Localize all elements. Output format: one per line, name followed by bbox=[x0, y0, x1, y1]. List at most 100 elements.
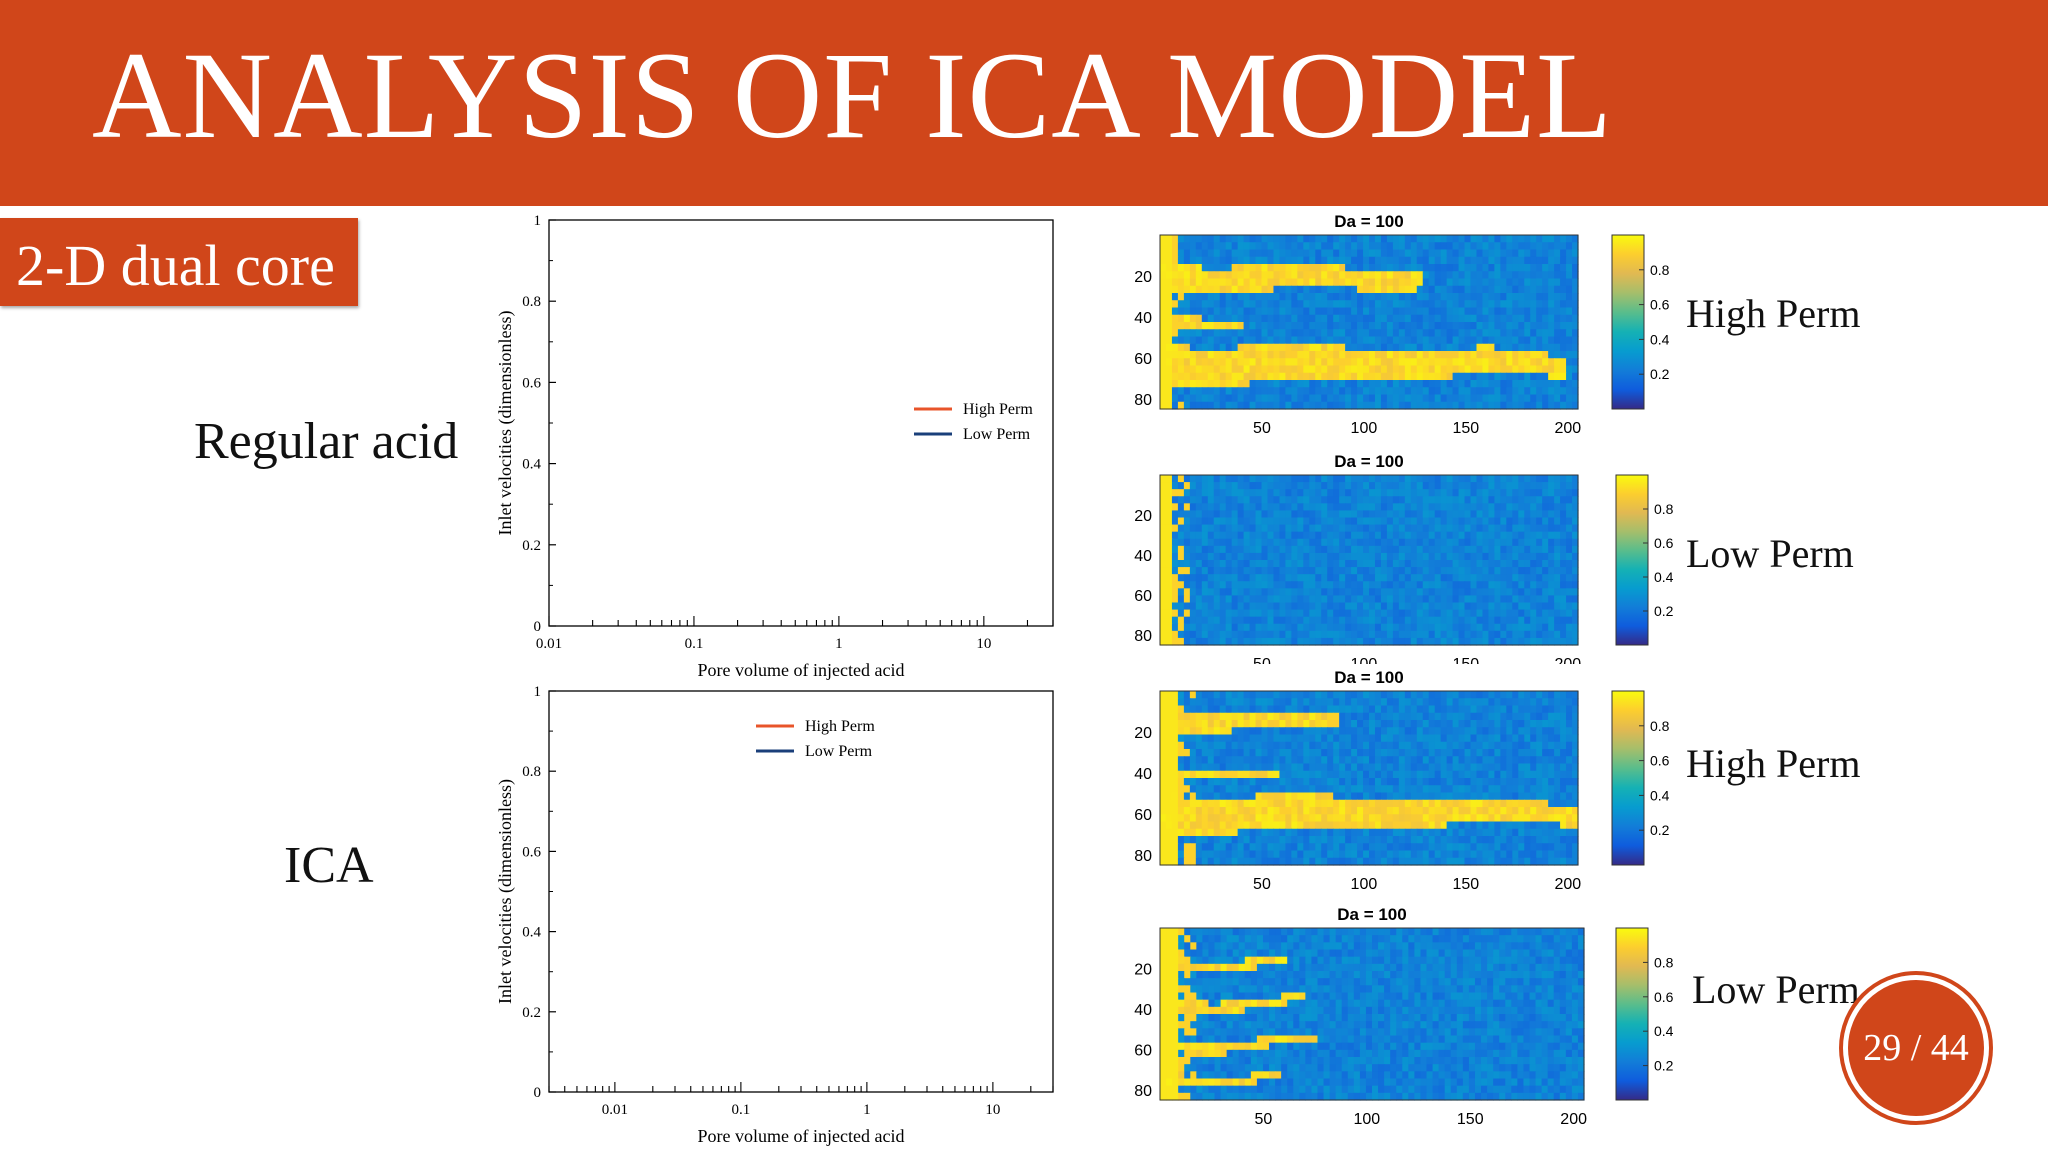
y-tick-label: 0.8 bbox=[522, 294, 541, 310]
line-chart-ica: 0 0.2 0.4 0.6 0.8 1 0.01 0.1 1 10 Pore volume of i… bbox=[495, 684, 1054, 1146]
perm-label-1: High Perm bbox=[1686, 291, 1861, 336]
y-tick-label: 0.6 bbox=[522, 844, 541, 860]
x-tick-label: 1 bbox=[835, 636, 843, 652]
y-tick-label: 1 bbox=[534, 213, 542, 229]
colorbar-tick-label: 0.4 bbox=[1654, 1023, 1674, 1039]
colorbar-tick-label: 0.4 bbox=[1654, 569, 1674, 585]
colorbar-tick-label: 0.8 bbox=[1650, 718, 1670, 734]
legend-label-0: High Perm bbox=[963, 401, 1033, 418]
subtitle-text: 2-D dual core bbox=[16, 233, 335, 298]
heatmap-y-tick: 60 bbox=[1134, 351, 1152, 368]
y-tick-label: 0.4 bbox=[522, 457, 541, 473]
heatmap-title: Da = 100 bbox=[1337, 905, 1406, 924]
heatmap-x-tick: 200 bbox=[1554, 876, 1581, 893]
heatmap-x-tick: 50 bbox=[1255, 1111, 1273, 1128]
heatmap-title: Da = 100 bbox=[1334, 452, 1403, 471]
heatmap-x-tick: 200 bbox=[1554, 420, 1581, 437]
heatmap-y-tick: 80 bbox=[1134, 1083, 1152, 1100]
page-number-badge: 29 / 44 bbox=[1848, 980, 1984, 1116]
colorbar bbox=[1615, 927, 1649, 1101]
heatmap-x-tick: 100 bbox=[1353, 1111, 1380, 1128]
perm-label-3: High Perm bbox=[1686, 741, 1861, 786]
y-tick-label: 0.2 bbox=[522, 538, 541, 554]
x-tick-label: 10 bbox=[985, 1102, 1000, 1118]
heatmap-x-tick: 50 bbox=[1253, 420, 1271, 437]
x-tick-label: 1 bbox=[863, 1102, 871, 1118]
colorbar-tick-label: 0.6 bbox=[1654, 535, 1674, 551]
heatmap-y-tick: 40 bbox=[1134, 766, 1152, 783]
colorbar-tick-label: 0.8 bbox=[1654, 954, 1674, 970]
colorbar-tick-label: 0.4 bbox=[1650, 331, 1670, 347]
heatmap-ica-low-perm: Da = 100 20 40 60 80 50 100 150 200 0.2 0.4 0.6 0.8 bbox=[1134, 905, 1674, 1128]
colorbar-tick-label: 0.2 bbox=[1650, 366, 1670, 382]
colorbar-tick-label: 0.6 bbox=[1654, 989, 1674, 1005]
colorbar-tick-label: 0.4 bbox=[1650, 787, 1670, 803]
heatmap-y-tick: 40 bbox=[1134, 548, 1152, 565]
heatmap-border bbox=[1159, 927, 1585, 1101]
x-tick-label: 0.01 bbox=[536, 636, 562, 652]
heatmap-border bbox=[1159, 690, 1579, 866]
heatmap-cells bbox=[1160, 475, 1579, 646]
x-tick-label: 10 bbox=[976, 636, 991, 652]
heatmap-x-tick: 150 bbox=[1453, 656, 1480, 664]
y-tick-label: 0.8 bbox=[522, 764, 541, 780]
y-axis-label: Inlet velocities (dimensionless) bbox=[495, 779, 516, 1004]
row-label-ica: ICA bbox=[284, 837, 374, 894]
heatmap-cells bbox=[1160, 928, 1585, 1101]
colorbar-tick-label: 0.6 bbox=[1650, 753, 1670, 769]
heatmap-y-tick: 40 bbox=[1134, 1002, 1152, 1019]
legend-label-1: Low Perm bbox=[805, 743, 873, 760]
colorbar-tick-label: 0.6 bbox=[1650, 297, 1670, 313]
heatmap-title: Da = 100 bbox=[1334, 668, 1403, 687]
colorbar-tick-label: 0.8 bbox=[1650, 262, 1670, 278]
slide-title: ANALYSIS OF ICA MODEL bbox=[92, 27, 1613, 164]
colorbar-tick-label: 0.2 bbox=[1654, 603, 1674, 619]
y-tick-label: 0.4 bbox=[522, 925, 541, 941]
row-label-regular: Regular acid bbox=[194, 413, 459, 470]
colorbar bbox=[1611, 234, 1645, 410]
heatmap-y-tick: 80 bbox=[1134, 392, 1152, 409]
heatmap-x-tick: 150 bbox=[1453, 876, 1480, 893]
y-tick-label: 0 bbox=[534, 619, 542, 635]
x-tick-label: 0.1 bbox=[732, 1102, 751, 1118]
heatmap-x-tick: 150 bbox=[1457, 1111, 1484, 1128]
heatmap-y-tick: 20 bbox=[1134, 508, 1152, 525]
heatmap-x-tick: 100 bbox=[1351, 876, 1378, 893]
subtitle-box: 2-D dual core bbox=[0, 218, 358, 306]
legend-label-0: High Perm bbox=[805, 718, 875, 735]
heatmap-cells bbox=[1160, 691, 1579, 866]
heatmap-cells bbox=[1160, 235, 1579, 410]
y-tick-label: 0.2 bbox=[522, 1005, 541, 1021]
heatmap-title: Da = 100 bbox=[1334, 212, 1403, 231]
heatmap-y-tick: 60 bbox=[1134, 1042, 1152, 1059]
colorbar-tick-label: 0.2 bbox=[1654, 1058, 1674, 1074]
title-bar: ANALYSIS OF ICA MODEL bbox=[0, 0, 2048, 206]
heatmap-y-tick: 60 bbox=[1134, 588, 1152, 605]
legend-label-1: Low Perm bbox=[963, 426, 1031, 443]
heatmap-border bbox=[1159, 474, 1579, 646]
perm-label-2: Low Perm bbox=[1686, 531, 1854, 576]
heatmap-x-tick: 100 bbox=[1351, 656, 1378, 664]
heatmap-x-tick: 50 bbox=[1253, 876, 1271, 893]
colorbar bbox=[1611, 690, 1645, 866]
heatmap-y-tick: 40 bbox=[1134, 310, 1152, 327]
heatmap-x-tick: 200 bbox=[1554, 656, 1581, 664]
y-tick-label: 1 bbox=[534, 684, 542, 700]
plot-frame bbox=[548, 690, 1054, 1093]
heatmap-y-tick: 80 bbox=[1134, 848, 1152, 865]
x-tick-label: 0.1 bbox=[685, 636, 704, 652]
line-chart-regular: 0 0.2 0.4 0.6 0.8 1 0.01 0.1 1 10 Pore volume of i… bbox=[495, 213, 1054, 680]
heatmap-x-tick: 200 bbox=[1560, 1111, 1587, 1128]
y-axis-label: Inlet velocities (dimensionless) bbox=[495, 311, 516, 536]
y-tick-label: 0.6 bbox=[522, 375, 541, 391]
x-axis-label: Pore volume of injected acid bbox=[698, 1126, 905, 1146]
heatmap-regular-high-perm: Da = 100 20 40 60 80 50 100 150 200 0.2 0.4 0.6 0.8 bbox=[1134, 212, 1670, 437]
heatmap-y-tick: 20 bbox=[1134, 961, 1152, 978]
heatmap-y-tick: 60 bbox=[1134, 807, 1152, 824]
heatmap-x-tick: 100 bbox=[1351, 420, 1378, 437]
heatmap-y-tick: 20 bbox=[1134, 269, 1152, 286]
y-tick-label: 0 bbox=[534, 1085, 542, 1101]
plot-frame bbox=[548, 219, 1054, 627]
colorbar bbox=[1615, 474, 1649, 646]
heatmap-border bbox=[1159, 234, 1579, 410]
